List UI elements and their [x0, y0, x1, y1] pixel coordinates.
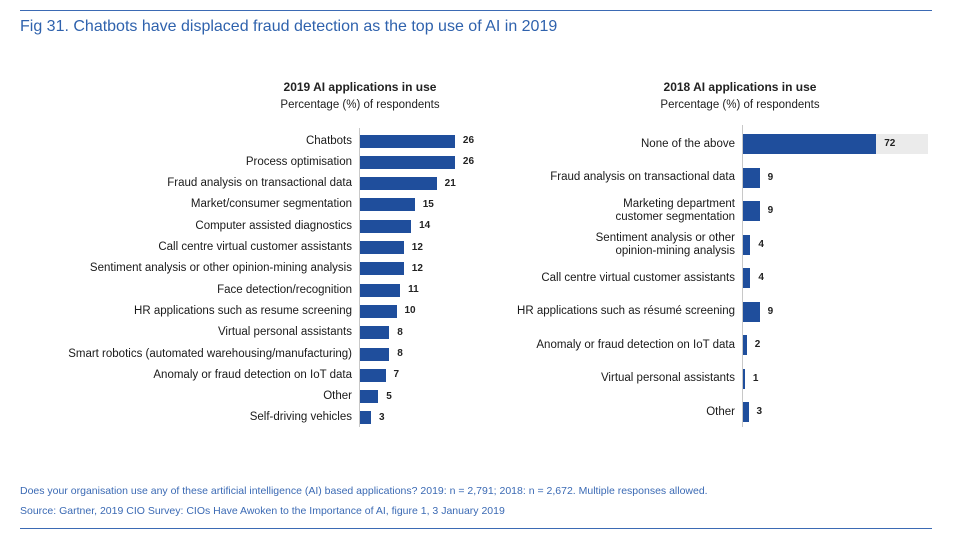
bar [360, 219, 412, 233]
category-label: HR applications such as resume screening [134, 304, 352, 317]
category-label: Call centre virtual customer assistants [541, 271, 735, 284]
bar [743, 234, 751, 255]
data-label: 10 [404, 305, 416, 317]
category-label: None of the above [641, 137, 735, 150]
bar [743, 201, 760, 221]
bar [360, 198, 415, 212]
chart-2018-subtitle: Percentage (%) of respondents [660, 99, 820, 111]
data-label: 12 [411, 241, 423, 253]
data-label: 9 [767, 205, 774, 216]
bar [743, 368, 745, 389]
category-label: Other [323, 390, 352, 403]
bar [743, 134, 877, 154]
bar [360, 262, 404, 276]
figure-title: Fig 31. Chatbots have displaced fraud de… [20, 18, 558, 35]
bar [743, 402, 749, 422]
bar [360, 347, 390, 361]
bar [360, 368, 386, 382]
bar [743, 167, 760, 188]
data-label: 26 [462, 135, 475, 146]
data-label: 9 [767, 305, 774, 317]
data-label: 2 [754, 339, 761, 350]
bar [360, 134, 455, 148]
data-label: 11 [408, 284, 419, 296]
data-label: 8 [397, 326, 403, 338]
category-label: Call centre virtual customer assistants [158, 241, 352, 253]
axis-line [359, 128, 360, 427]
bar [360, 155, 455, 169]
category-label: Self-driving vehicles [249, 411, 352, 424]
data-label: 26 [462, 156, 475, 168]
data-label: 15 [422, 198, 434, 210]
data-label: 9 [767, 171, 774, 183]
category-label: Fraud analysis on transactional data [550, 171, 735, 183]
category-label: Anomaly or fraud detection on IoT data [536, 338, 735, 351]
category-label: Marketing department customer segmentati… [615, 198, 735, 223]
bar [360, 304, 397, 318]
category-label: Fraud analysis on transactional data [167, 177, 352, 190]
data-label: 4 [758, 272, 764, 283]
bar [360, 326, 390, 340]
category-label: Virtual personal assistants [217, 326, 352, 339]
bar [743, 335, 747, 355]
data-label: 14 [419, 220, 431, 232]
category-label: Face detection/recognition [217, 283, 352, 296]
data-label: 7 [393, 369, 400, 381]
data-label: 12 [411, 262, 423, 274]
category-label: Other [706, 405, 735, 418]
data-label: 8 [397, 348, 403, 359]
category-label: HR applications such as résumé screening [517, 305, 735, 317]
category-label: Anomaly or fraud detection on IoT data [153, 368, 352, 381]
data-label: 3 [378, 411, 385, 423]
bar [360, 283, 401, 297]
data-label: 72 [884, 138, 896, 149]
chart-2019-subtitle: Percentage (%) of respondents [280, 99, 440, 111]
chart-2018-title: 2018 AI applications in use [663, 80, 817, 94]
bar [360, 411, 371, 425]
bar [360, 241, 404, 254]
category-label: Virtual personal assistants [600, 372, 735, 384]
bottom-rule [20, 528, 932, 529]
data-label: 21 [444, 177, 456, 189]
top-rule [20, 10, 932, 11]
category-label: Market/consumer segmentation [190, 198, 352, 211]
bar [743, 301, 760, 322]
footnote: Does your organisation use any of these … [20, 485, 708, 497]
category-label: Process optimisation [245, 155, 352, 168]
data-label: 5 [386, 390, 392, 402]
bar [743, 268, 751, 288]
category-label: Computer assisted diagnostics [195, 219, 352, 232]
chart-2019-title: 2019 AI applications in use [283, 80, 437, 94]
axis-line [742, 125, 743, 427]
data-label: 4 [758, 238, 764, 250]
data-label: 1 [752, 372, 759, 384]
category-label: Smart robotics (automated warehousing/ma… [68, 347, 352, 360]
category-label: Sentiment analysis or other opinion-mini… [89, 262, 352, 275]
source-note: Source: Gartner, 2019 CIO Survey: CIOs H… [20, 505, 505, 517]
bar [360, 390, 379, 404]
category-label: Chatbots [305, 134, 352, 147]
bar [360, 177, 437, 191]
category-label: Sentiment analysis or other opinion-mini… [595, 231, 735, 257]
data-label: 3 [756, 406, 763, 417]
